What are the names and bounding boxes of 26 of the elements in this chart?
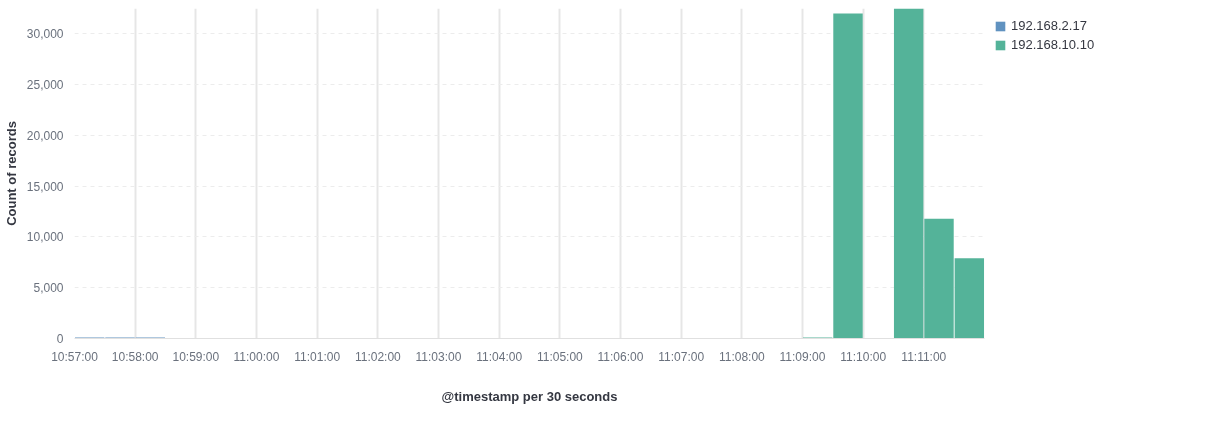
x-tick-label: 10:57:00	[51, 349, 99, 364]
x-tick-label: 11:05:00	[536, 349, 584, 364]
x-tick-label: 11:09:00	[779, 349, 826, 364]
legend-label: 192.168.2.17	[1011, 18, 1087, 33]
x-tick-label: 11:03:00	[415, 349, 462, 364]
x-tick-label: 11:01:00	[294, 349, 341, 364]
y-tick-label: 30,000	[26, 27, 64, 42]
y-tick-label: 10,000	[26, 230, 64, 245]
x-tick-label: 11:02:00	[354, 349, 402, 364]
x-tick-label: 11:04:00	[476, 349, 523, 364]
x-tick-label: 11:11:00	[901, 349, 947, 364]
y-tick-label: 0	[56, 332, 64, 346]
x-tick-label: 11:10:00	[840, 349, 887, 364]
x-tick-label: 11:08:00	[718, 349, 766, 364]
x-tick-label: 11:00:00	[233, 349, 280, 364]
y-tick-label: 5,000	[33, 281, 64, 296]
y-tick-label: 15,000	[26, 179, 64, 194]
y-axis-title: Count of records	[3, 121, 19, 226]
y-tick-label: 25,000	[26, 78, 64, 93]
legend-label: 192.168.10.10	[1011, 37, 1095, 52]
x-axis-title: @timestamp per 30 seconds	[441, 388, 618, 404]
x-tick-label: 11:07:00	[658, 349, 705, 364]
x-tick-label: 10:59:00	[172, 349, 220, 364]
x-tick-label: 10:58:00	[111, 349, 159, 364]
x-tick-label: 11:06:00	[597, 349, 644, 364]
y-tick-label: 20,000	[26, 128, 64, 143]
